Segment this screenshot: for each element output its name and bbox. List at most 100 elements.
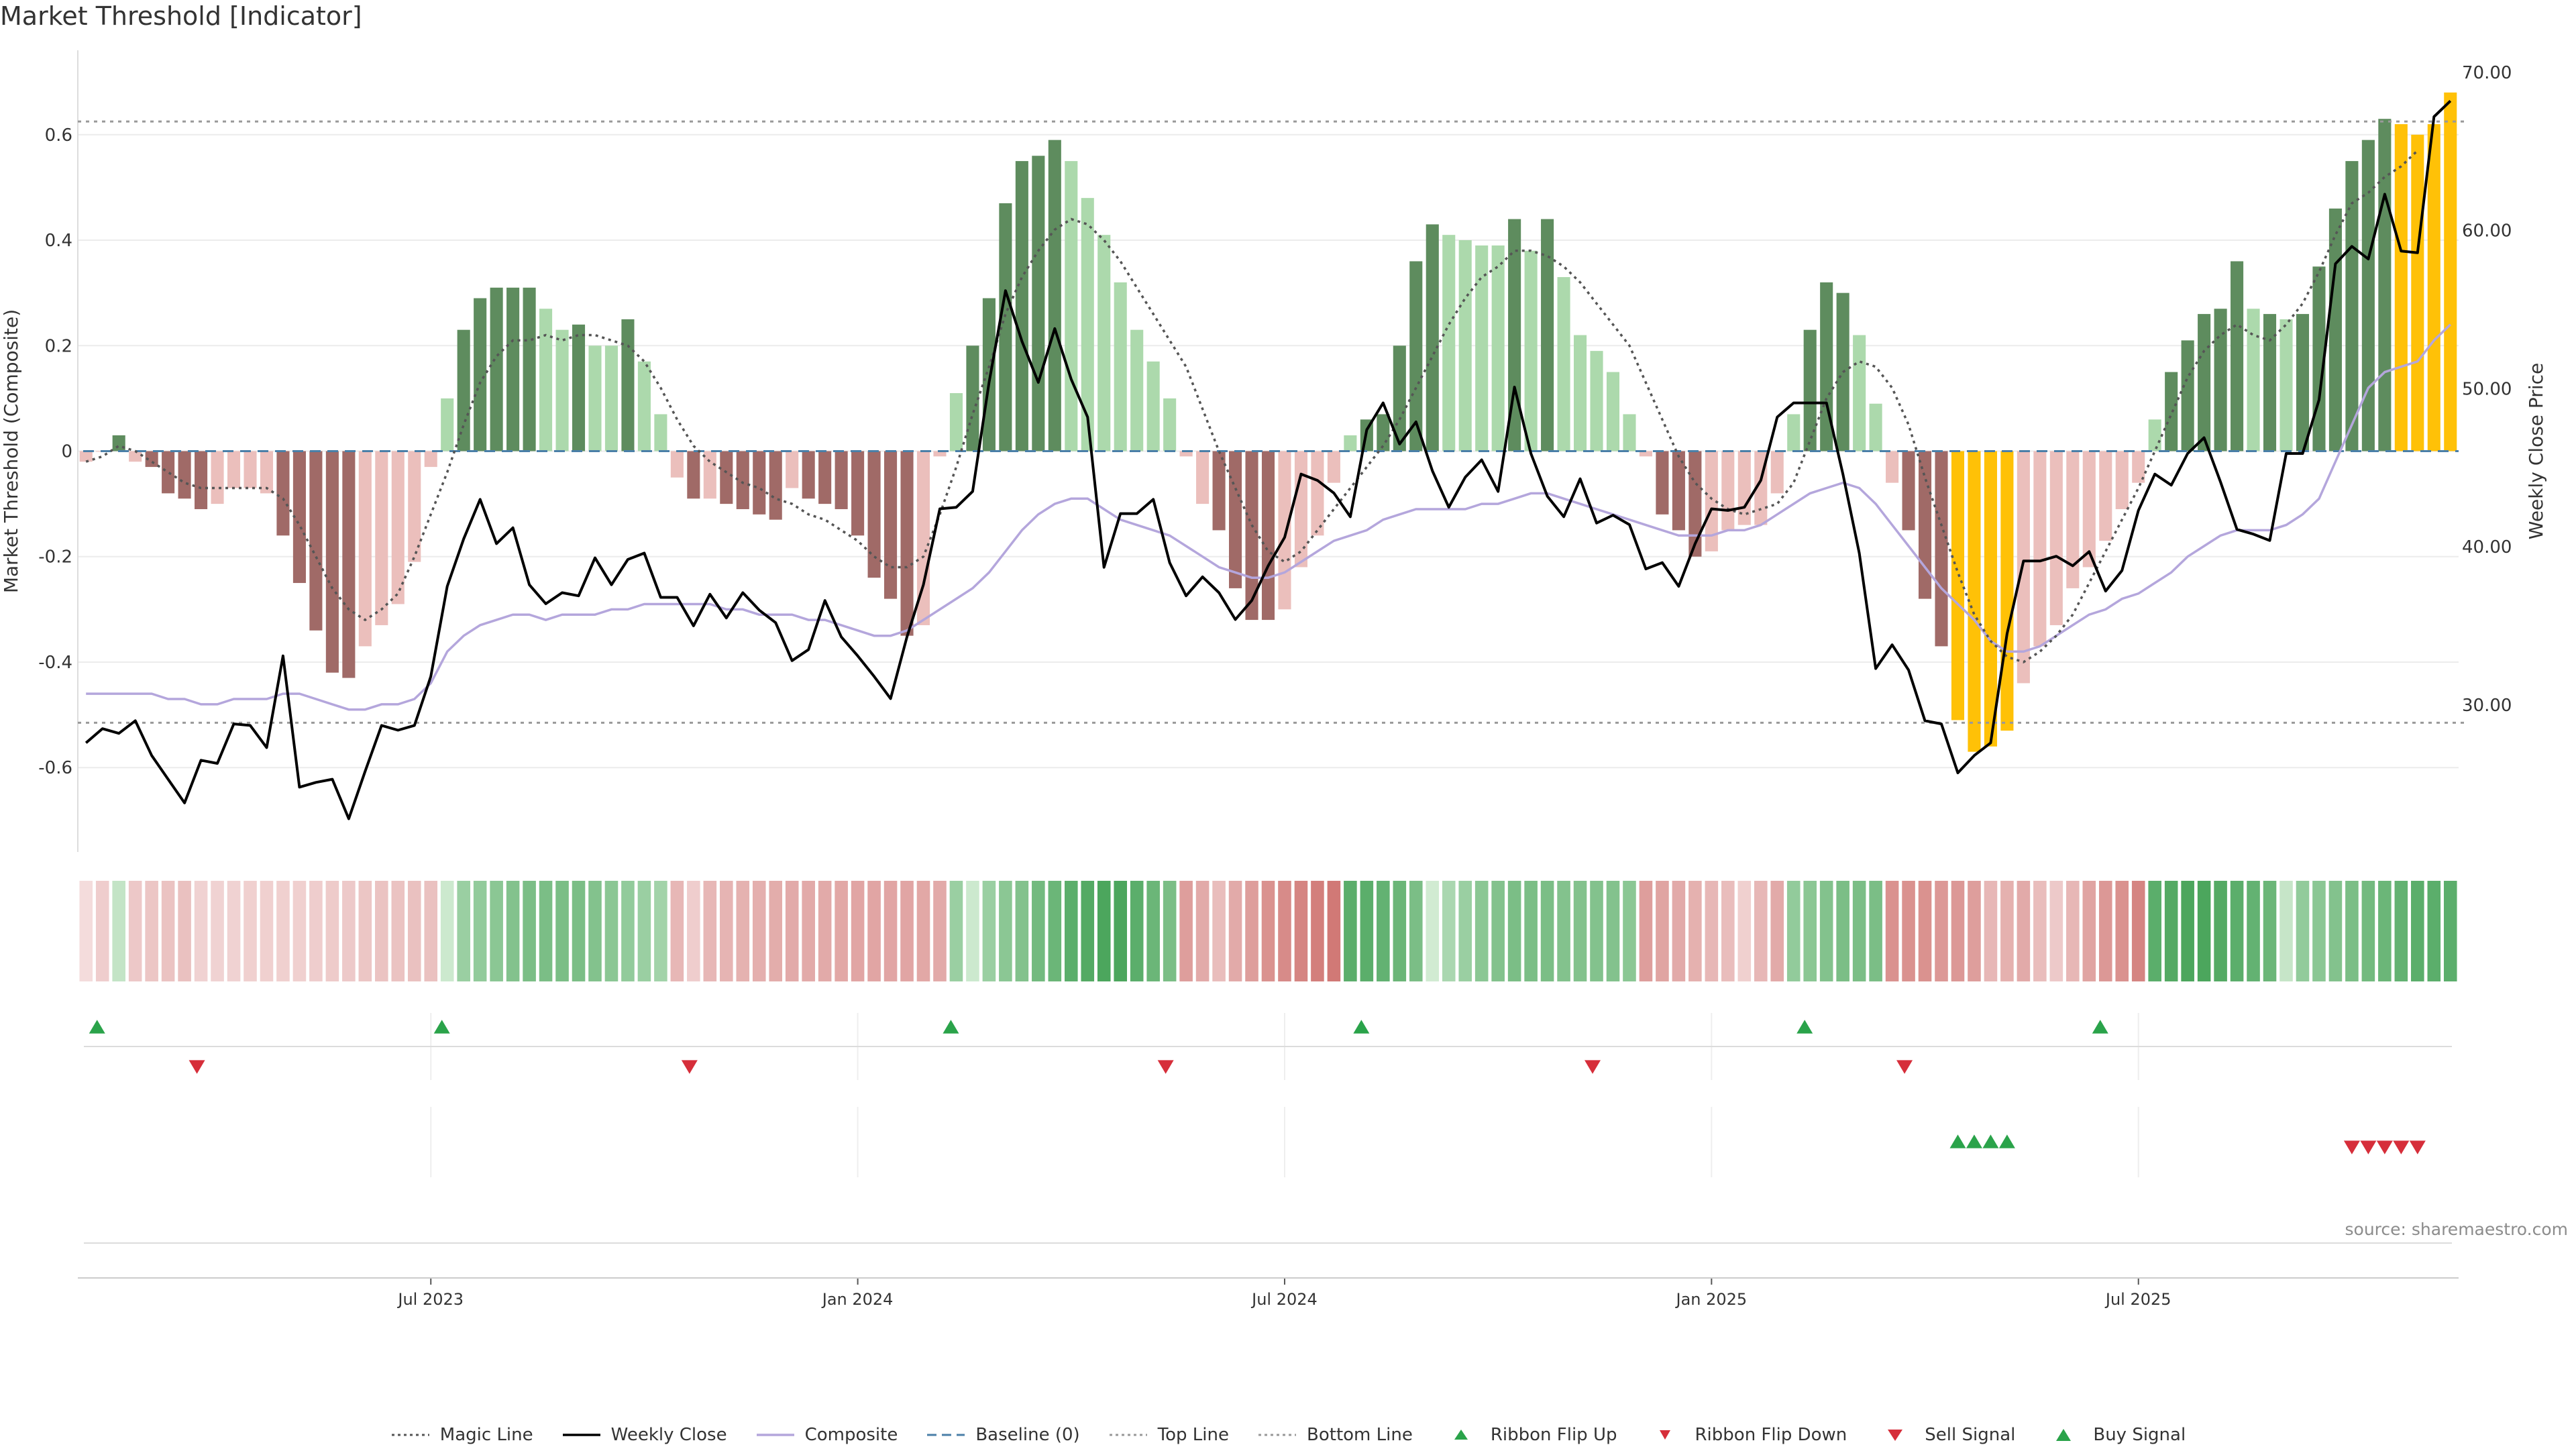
composite-bar (2312, 266, 2326, 451)
composite-bar (1458, 240, 1472, 451)
y2-axis-label: Weekly Close Price (2525, 363, 2547, 539)
composite-bar (292, 451, 306, 584)
composite-bar (1442, 235, 1456, 451)
ribbon-tile (736, 881, 750, 981)
legend-item-flipup: Ribbon Flip Up (1441, 1425, 1617, 1445)
ribbon-tile (1786, 881, 1801, 981)
ribbon-tile (588, 881, 602, 981)
ribbon-tile (982, 881, 996, 981)
ribbon-tile (375, 881, 388, 981)
composite-bar (1344, 435, 1357, 451)
composite-bar (1935, 451, 1948, 647)
legend-label: Bottom Line (1307, 1425, 1413, 1445)
composite-bar (1869, 403, 1882, 451)
composite-bar (1130, 329, 1144, 451)
ribbon-tile (572, 881, 586, 981)
composite-bar (2214, 309, 2227, 451)
magic-legend-swatch (391, 1434, 429, 1436)
composite-bar (769, 451, 782, 520)
composite-bar (490, 287, 503, 451)
composite-bar (1951, 451, 1965, 720)
composite-bar (1409, 261, 1423, 451)
ribbon-tile (2345, 881, 2359, 981)
y2-tick-label: 40.00 (2462, 537, 2512, 557)
x-tick-label: Jul 2024 (1250, 1290, 1318, 1309)
ribbon-tile (260, 881, 274, 981)
composite-bar (555, 329, 569, 451)
composite-bar (2427, 124, 2440, 451)
baseline-legend-swatch (927, 1434, 965, 1436)
composite-bar (2411, 134, 2424, 451)
ribbon-flip-up-marker (1796, 1020, 1813, 1034)
ribbon-tile (1081, 881, 1095, 981)
composite-bar (2082, 451, 2096, 568)
sell-signal-marker (2409, 1140, 2426, 1155)
sell-legend-swatch (1888, 1430, 1903, 1441)
ribbon-tile (933, 881, 947, 981)
close-legend-swatch (562, 1434, 600, 1436)
composite-bar (1721, 451, 1735, 531)
ribbon-flip-up-marker (433, 1020, 450, 1034)
composite-bar (1557, 277, 1570, 451)
composite-bar (933, 451, 947, 457)
x-tick-label: Jan 2024 (821, 1290, 894, 1309)
ribbon-tile (2148, 881, 2161, 981)
composite-bar (195, 451, 208, 509)
ribbon-tile (2296, 881, 2310, 981)
ribbon-tile (2279, 881, 2293, 981)
composite-bar (260, 451, 274, 494)
composite-bar (1475, 245, 1489, 451)
buy-signal-marker (1949, 1134, 1966, 1148)
ribbon-tile (1294, 881, 1308, 981)
ribbon-tile (1458, 881, 1472, 981)
composite-bar (1656, 451, 1669, 515)
ribbon-tile (1852, 881, 1866, 981)
legend-label: Composite (804, 1425, 898, 1445)
legend-item-top: Top Line (1108, 1425, 1229, 1445)
ribbon-tile (916, 881, 930, 981)
legend-label: Sell Signal (1925, 1425, 2016, 1445)
buy-legend-mark (2056, 1429, 2072, 1441)
ribbon-tile (194, 881, 208, 981)
ribbon-tile (1261, 881, 1275, 981)
composite-bar (1278, 451, 1291, 610)
ribbon-tile (1639, 881, 1653, 981)
composite-bar (1065, 161, 1078, 451)
ribbon-tile (358, 881, 372, 981)
ribbon-tile (1803, 881, 1817, 981)
composite-bar (621, 319, 635, 451)
composite-bar (982, 298, 996, 451)
x-tick-label: Jan 2025 (1674, 1290, 1747, 1309)
ribbon-tile (1902, 881, 1915, 981)
ribbon-tile (1836, 881, 1849, 981)
composite-bar (1508, 219, 1521, 451)
composite-bar (1853, 335, 1866, 451)
legend: Magic Line Weekly Close Composite Baseline … (0, 1425, 2576, 1445)
composite-bar (1787, 414, 1801, 451)
composite-bar (637, 361, 651, 451)
ribbon-tile (2000, 881, 2014, 981)
ribbon-tile (883, 881, 898, 981)
ribbon-tile (2247, 881, 2260, 981)
ribbon-tile (1311, 881, 1324, 981)
composite-bar (506, 287, 520, 451)
composite-bar (2017, 451, 2030, 684)
ribbon-flip-up-marker (943, 1020, 959, 1034)
composite-bar (802, 451, 815, 499)
ribbon-tile (835, 881, 848, 981)
legend-item-baseline: Baseline (0) (926, 1425, 1080, 1445)
top-legend-swatch (1109, 1434, 1147, 1436)
ribbon-tile (1573, 881, 1587, 981)
composite-bar (1491, 245, 1505, 451)
legend-label: Ribbon Flip Down (1695, 1425, 1847, 1445)
composite-bar (178, 451, 191, 499)
ribbon-tile (687, 881, 700, 981)
y-tick-label: -0.6 (38, 758, 72, 778)
composite-bar (2394, 124, 2408, 451)
legend-item-sell: Sell Signal (1875, 1425, 2015, 1445)
chart-title: Market Threshold [Indicator] (0, 1, 362, 31)
legend-label: Ribbon Flip Up (1490, 1425, 1617, 1445)
bottom-legend-swatch (1258, 1434, 1296, 1436)
legend-label: Weekly Close (610, 1425, 727, 1445)
composite-bar (2444, 92, 2457, 451)
